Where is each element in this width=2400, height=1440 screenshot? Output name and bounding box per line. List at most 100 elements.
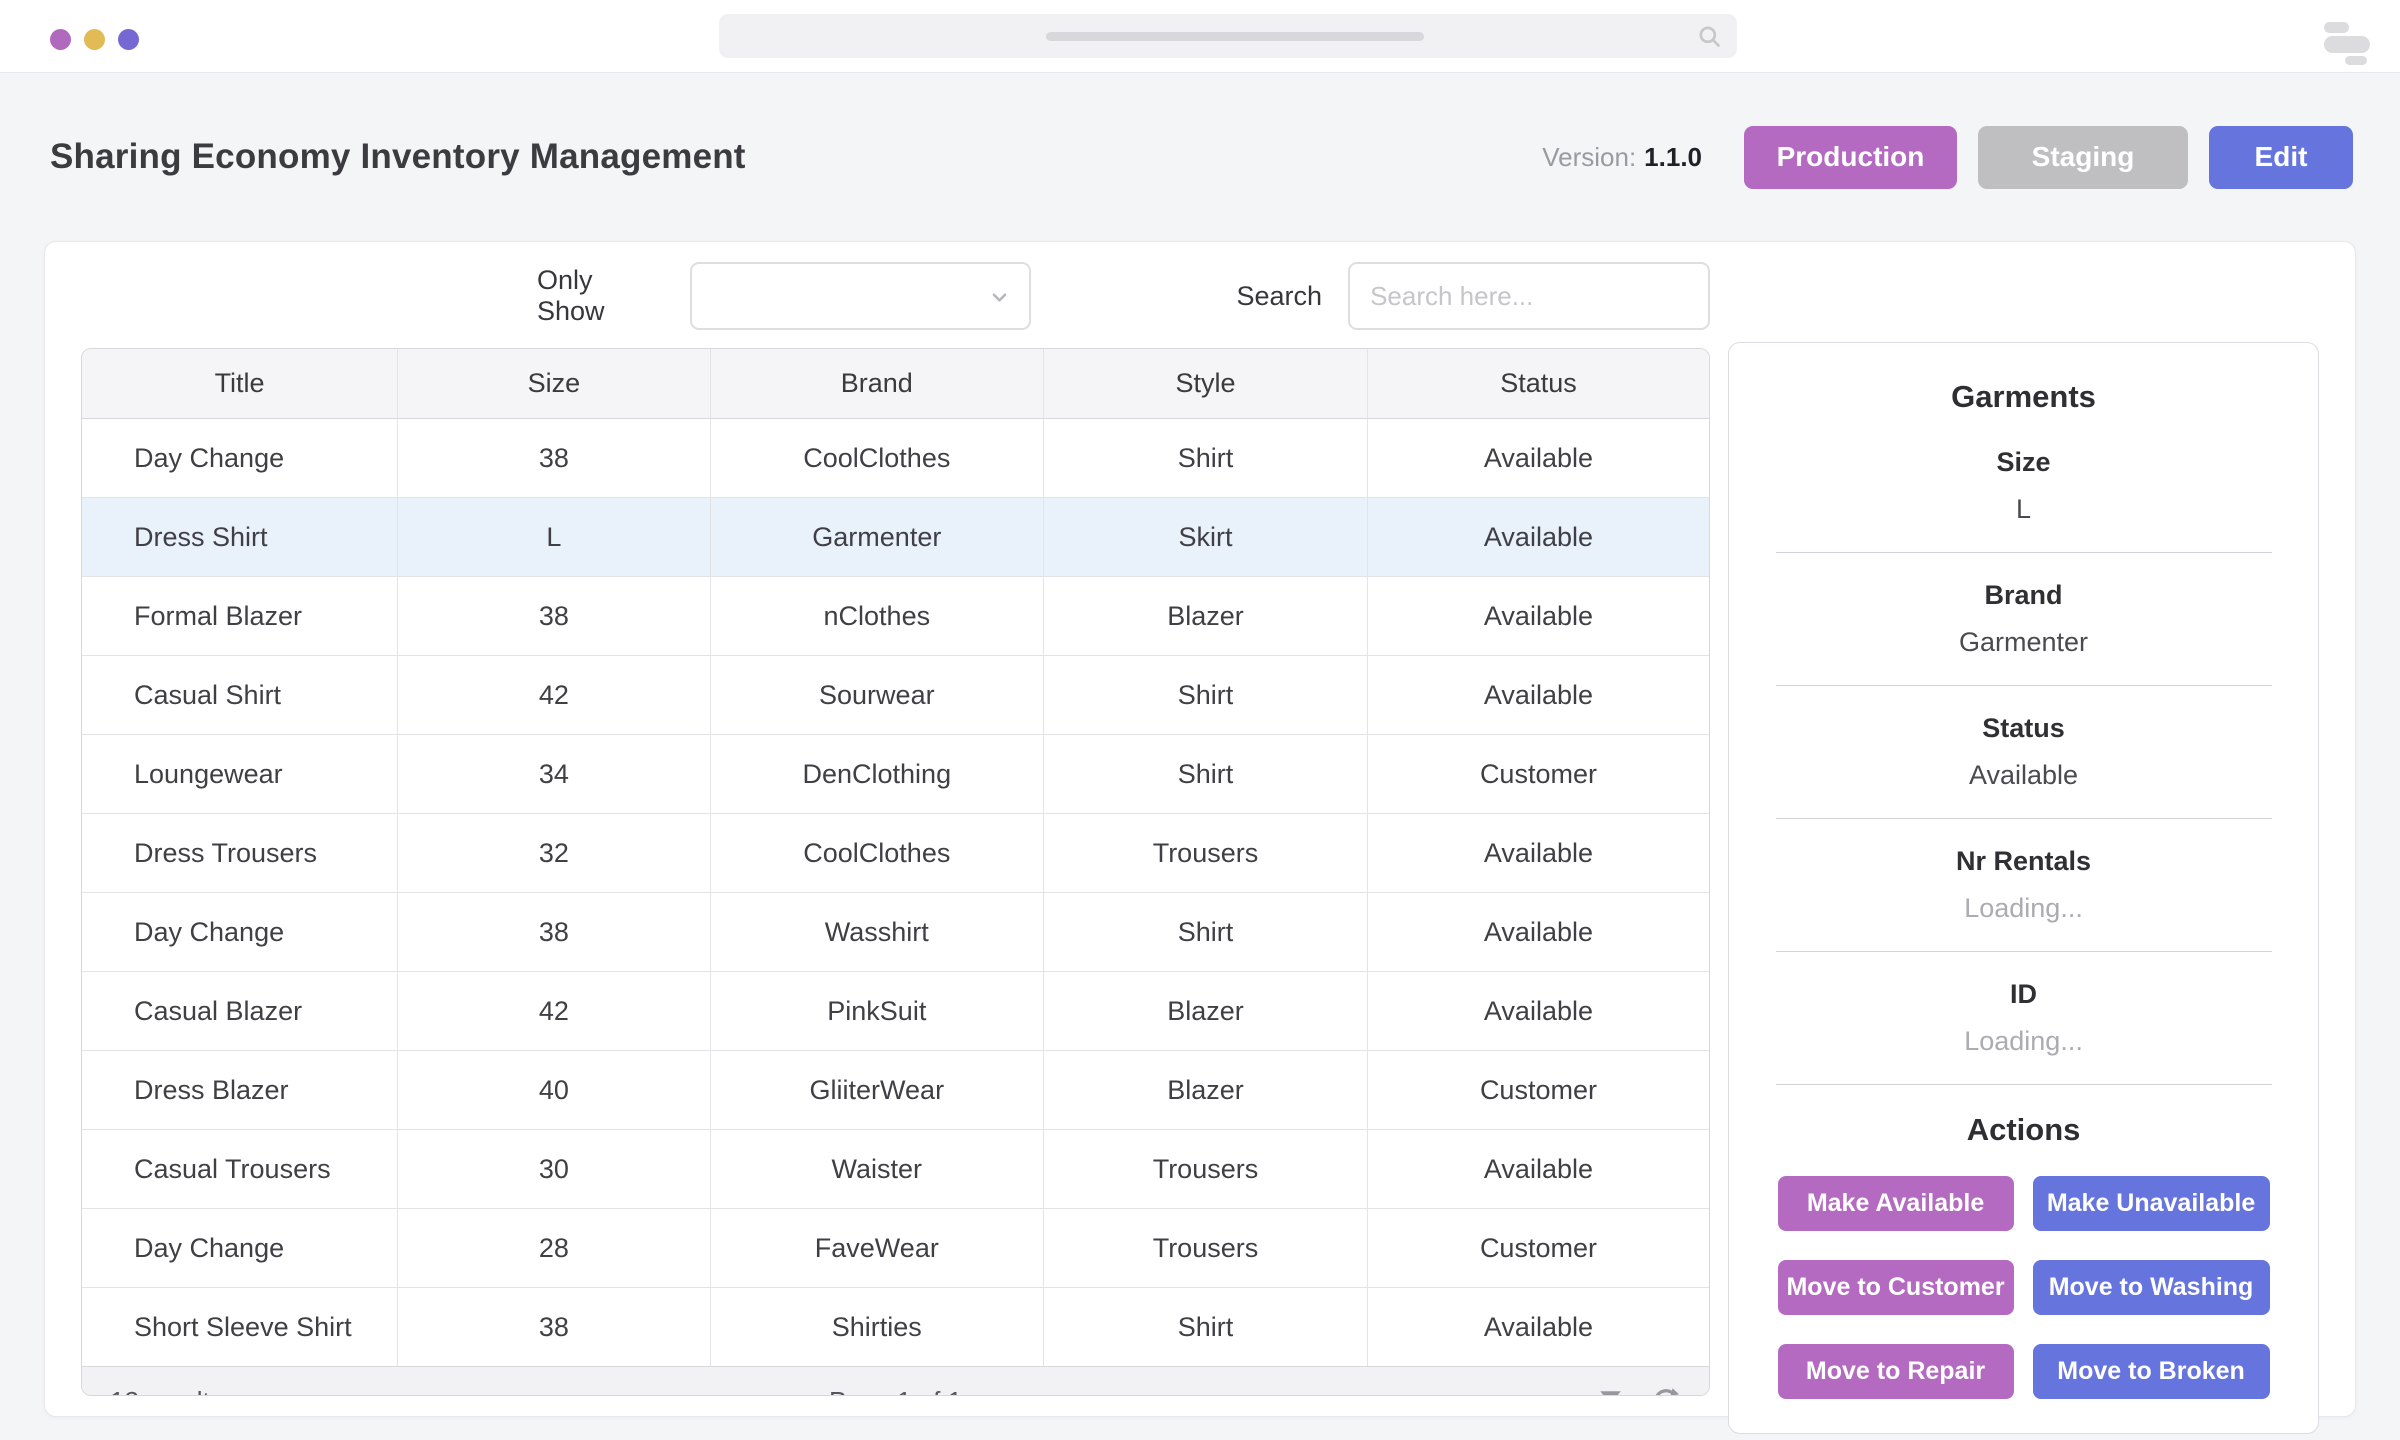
table-row[interactable]: Day Change38CoolClothesShirtAvailable [82,419,1709,498]
cell-style: Shirt [1044,419,1368,498]
cell-title: Day Change [82,1209,398,1288]
footer-icons [1596,1386,1681,1396]
inventory-table: TitleSizeBrandStyleStatus Day Change38Co… [81,348,1710,1396]
move-to-customer-button[interactable]: Move to Customer [1778,1260,2014,1315]
field-value: Loading... [1729,1026,2318,1057]
cell-size: 42 [398,656,710,735]
table-row[interactable]: Casual Shirt42SourwearShirtAvailable [82,656,1709,735]
cell-style: Trousers [1044,814,1368,893]
table-row[interactable]: Formal Blazer38nClothesBlazerAvailable [82,577,1709,656]
garments-panel: Garments SizeL Brand Garmenter StatusAvaila… [1728,342,2319,1434]
cell-title: Short Sleeve Shirt [82,1288,398,1367]
refresh-icon[interactable] [1651,1386,1681,1396]
move-to-repair-button[interactable]: Move to Repair [1778,1344,2014,1399]
cell-status: Available [1367,972,1709,1051]
divider [1776,685,2272,686]
edit-button[interactable]: Edit [2209,126,2353,189]
field-value: Garmenter [1729,627,2318,658]
cell-size: 38 [398,419,710,498]
table-row[interactable]: Casual Trousers30WaisterTrousersAvailabl… [82,1130,1709,1209]
only-show-select[interactable] [690,262,1031,330]
cell-brand: DenClothing [710,735,1044,814]
page-header: Sharing Economy Inventory Management Ver… [0,73,2400,241]
window-controls [50,29,139,50]
cell-status: Available [1367,893,1709,972]
filter-bar: Only Show Search [81,262,1710,330]
move-to-washing-button[interactable]: Move to Washing [2033,1260,2270,1315]
divider [1776,1084,2272,1085]
cell-brand: Waister [710,1130,1044,1209]
column-header-title[interactable]: Title [82,349,398,419]
cell-status: Available [1367,656,1709,735]
move-to-broken-button[interactable]: Move to Broken [2033,1344,2270,1399]
table-footer: 12 results Page 1 of 1 [82,1366,1709,1396]
production-button[interactable]: Production [1744,126,1957,189]
table-header-row: TitleSizeBrandStyleStatus [82,349,1709,419]
cell-status: Customer [1367,735,1709,814]
cell-brand: nClothes [710,577,1044,656]
cell-title: Formal Blazer [82,577,398,656]
column-header-status[interactable]: Status [1367,349,1709,419]
cell-size: 34 [398,735,710,814]
version-info: Version:1.1.0 [1542,142,1702,173]
column-header-brand[interactable]: Brand [710,349,1044,419]
make-unavailable-button[interactable]: Make Unavailable [2033,1176,2270,1231]
cell-title: Casual Blazer [82,972,398,1051]
column-header-style[interactable]: Style [1044,349,1368,419]
divider [1776,552,2272,553]
panel-title: Garments [1729,379,2318,415]
version-label: Version: [1542,142,1636,172]
window-close-dot[interactable] [50,29,71,50]
field-label: Brand [1729,580,2318,611]
divider [1776,818,2272,819]
cell-brand: GliiterWear [710,1051,1044,1130]
table-row[interactable]: Dress Blazer40GliiterWearBlazerCustomer [82,1051,1709,1130]
table-row[interactable]: Day Change38WasshirtShirtAvailable [82,893,1709,972]
search-icon [1696,23,1723,55]
window-minimize-dot[interactable] [84,29,105,50]
search-input[interactable] [1348,262,1710,330]
table-row[interactable]: Loungewear34DenClothingShirtCustomer [82,735,1709,814]
table-row[interactable]: Casual Blazer42PinkSuitBlazerAvailable [82,972,1709,1051]
filter-icon[interactable] [1596,1387,1625,1397]
cell-status: Available [1367,1130,1709,1209]
cell-status: Available [1367,498,1709,577]
chevron-down-icon [986,284,1013,316]
browser-bar [0,0,2400,73]
table-row[interactable]: Dress Trousers32CoolClothesTrousersAvail… [82,814,1709,893]
divider [1776,951,2272,952]
cell-size: 38 [398,893,710,972]
only-show-label: Only Show [537,265,662,327]
field-value: L [1729,494,2318,525]
table-row[interactable]: Short Sleeve Shirt38ShirtiesShirtAvailab… [82,1288,1709,1367]
address-bar[interactable] [719,14,1737,58]
table-row[interactable]: Dress ShirtLGarmenterSkirtAvailable [82,498,1709,577]
panel-field-size: SizeL [1729,447,2318,525]
cell-brand: CoolClothes [710,814,1044,893]
cell-size: 30 [398,1130,710,1209]
cell-title: Dress Shirt [82,498,398,577]
column-header-size[interactable]: Size [398,349,710,419]
cell-status: Available [1367,814,1709,893]
cell-size: L [398,498,710,577]
cell-size: 40 [398,1051,710,1130]
cell-style: Blazer [1044,972,1368,1051]
cell-brand: FaveWear [710,1209,1044,1288]
cell-brand: Garmenter [710,498,1044,577]
table-row[interactable]: Day Change28FaveWearTrousersCustomer [82,1209,1709,1288]
window-zoom-dot[interactable] [118,29,139,50]
window-stack-icon[interactable] [2324,20,2370,62]
make-available-button[interactable]: Make Available [1778,1176,2014,1231]
cell-brand: Wasshirt [710,893,1044,972]
table-section: Only Show Search TitleSizeBrandStyleStat… [81,262,1710,1396]
field-value: Available [1729,760,2318,791]
cell-size: 38 [398,1288,710,1367]
field-label: Nr Rentals [1729,846,2318,877]
panel-field-status: StatusAvailable [1729,713,2318,791]
staging-button[interactable]: Staging [1978,126,2188,189]
panel-field-nr-rentals: Nr Rentals Loading... [1729,846,2318,924]
cell-style: Blazer [1044,1051,1368,1130]
actions-grid: Make Available Make Unavailable Move to Cu… [1729,1176,2318,1399]
field-value: Loading... [1729,893,2318,924]
cell-style: Shirt [1044,735,1368,814]
